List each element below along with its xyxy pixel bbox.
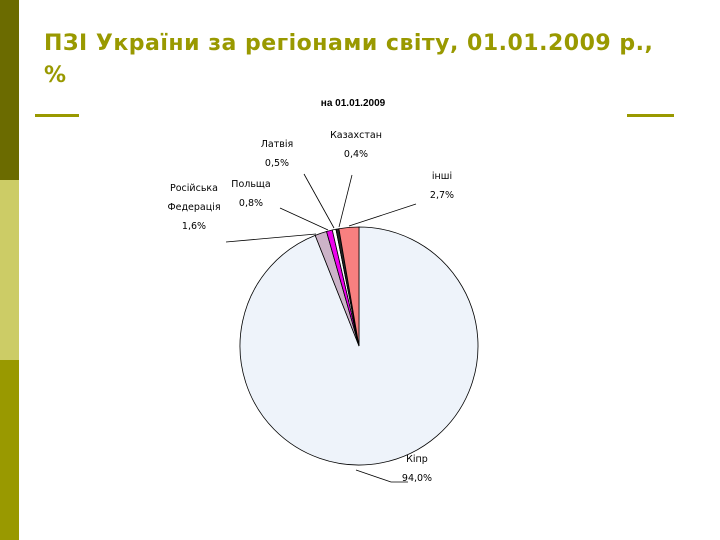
sidebar-band-bottom: [0, 360, 19, 540]
data-label-польща: Польща 0,8%: [231, 179, 270, 209]
slide-title: ПЗІ України за регіонами світу, 01.01.20…: [44, 31, 654, 88]
leader-line-латвія: [303, 173, 335, 229]
leader-line-інші: [348, 203, 417, 227]
data-label-кіпр: Кіпр 94,0%: [402, 454, 432, 484]
data-label-латвія: Латвія 0,5%: [261, 139, 293, 169]
chart-title: на 01.01.2009: [321, 98, 386, 109]
leader-line-російська-федерація: [225, 233, 317, 243]
data-label-російська-федерація: Російська Федерація 1,6%: [167, 183, 220, 232]
data-label-інші: інші 2,7%: [430, 171, 454, 201]
leader-line-польща: [279, 207, 329, 231]
leader-line-казахстан: [338, 174, 353, 228]
leader-line-кіпр: [355, 469, 408, 483]
sidebar-band-middle: [0, 180, 19, 360]
title-rule-right: [627, 114, 674, 117]
data-label-казахстан: Казахстан 0,4%: [330, 130, 382, 160]
pie-slice-інші: [338, 226, 360, 347]
title-rule-left: [35, 114, 79, 117]
sidebar-band-top: [0, 0, 19, 180]
